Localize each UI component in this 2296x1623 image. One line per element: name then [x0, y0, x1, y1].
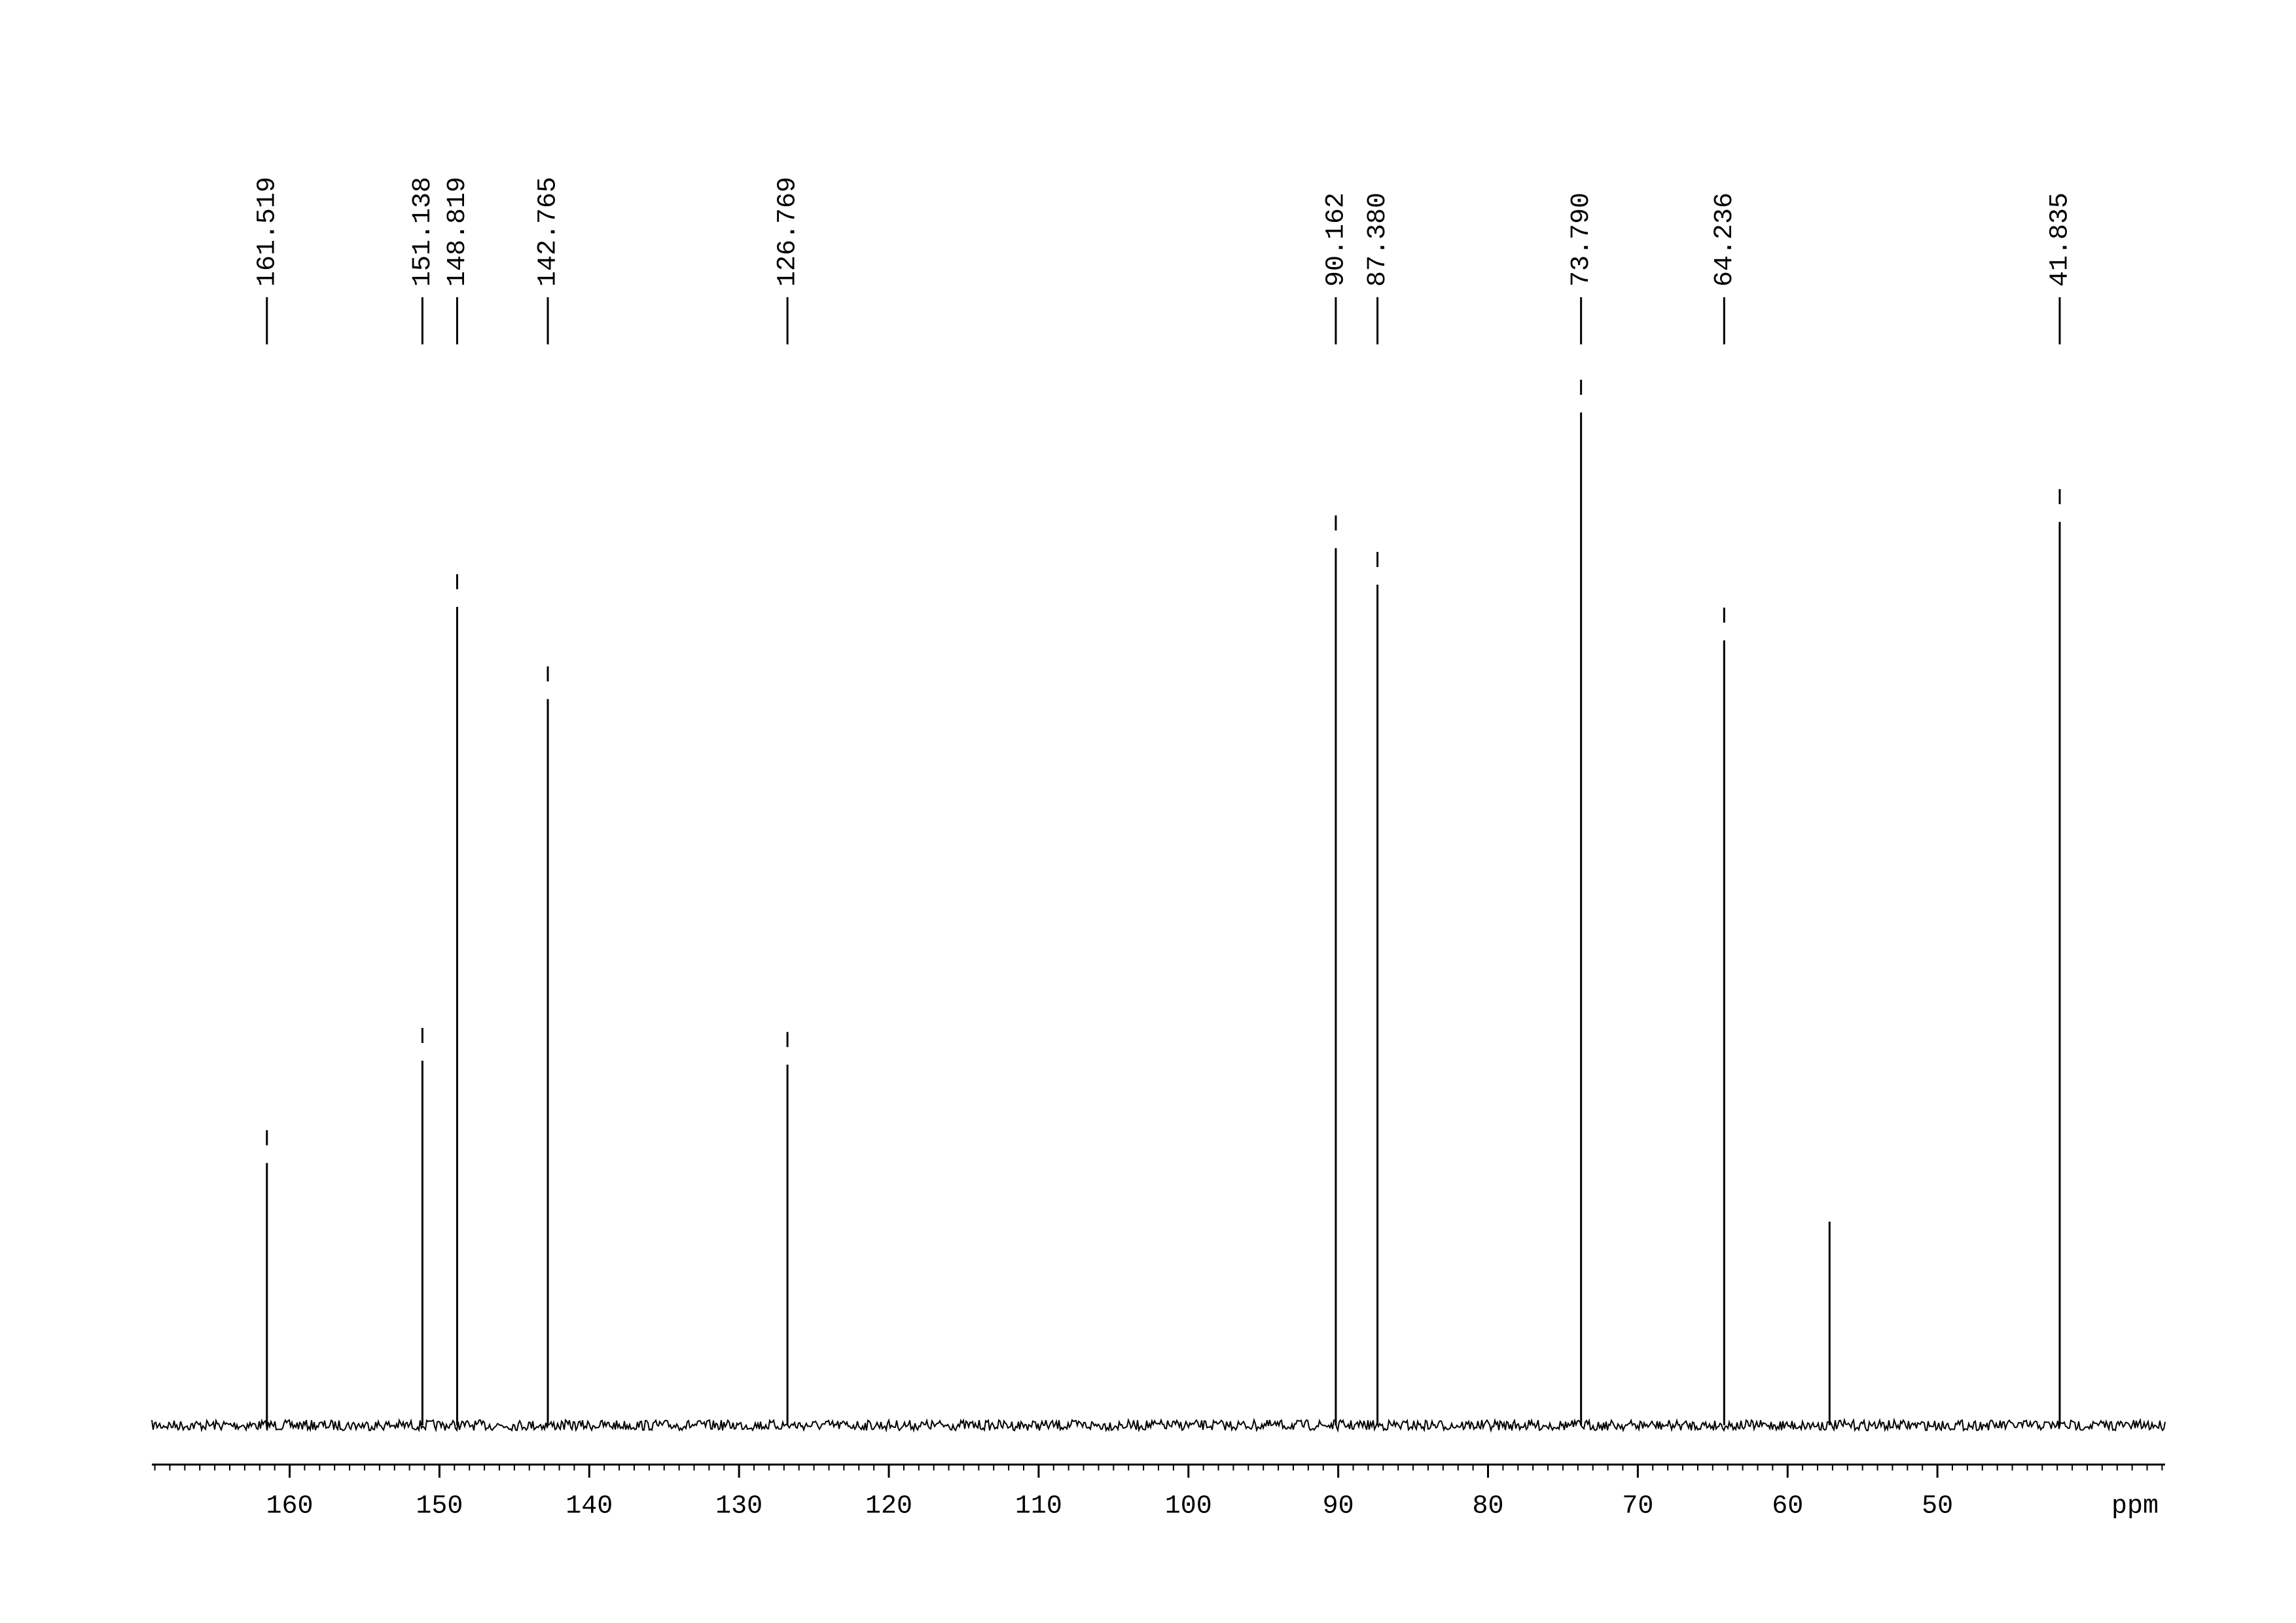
x-tick-label: 120 — [865, 1492, 912, 1522]
peak-label: 90.162 — [1321, 192, 1351, 287]
peak-label: 148.819 — [443, 177, 473, 287]
x-axis-label: ppm — [2111, 1492, 2159, 1522]
peak-label: 64.236 — [1710, 192, 1740, 287]
x-tick-label: 110 — [1015, 1492, 1062, 1522]
x-tick-label: 90 — [1323, 1492, 1354, 1522]
x-tick-label: 100 — [1165, 1492, 1212, 1522]
x-tick-label: 160 — [266, 1492, 314, 1522]
x-tick-label: 60 — [1772, 1492, 1803, 1522]
peak-label: 126.769 — [774, 177, 803, 287]
x-tick-label: 150 — [416, 1492, 463, 1522]
x-tick-label: 50 — [1922, 1492, 1953, 1522]
peak-label: 73.790 — [1567, 192, 1596, 287]
baseline-noise — [151, 1417, 2166, 1433]
peak-label: 151.138 — [408, 177, 438, 287]
peak-label: 161.519 — [253, 177, 282, 287]
x-tick-label: 140 — [565, 1492, 613, 1522]
x-tick-label: 80 — [1473, 1492, 1504, 1522]
x-tick-label: 130 — [715, 1492, 762, 1522]
peak-label: 41.835 — [2046, 192, 2075, 287]
x-tick-label: 70 — [1622, 1492, 1653, 1522]
peak-label: 142.765 — [534, 177, 564, 287]
peak-label: 87.380 — [1363, 192, 1393, 287]
